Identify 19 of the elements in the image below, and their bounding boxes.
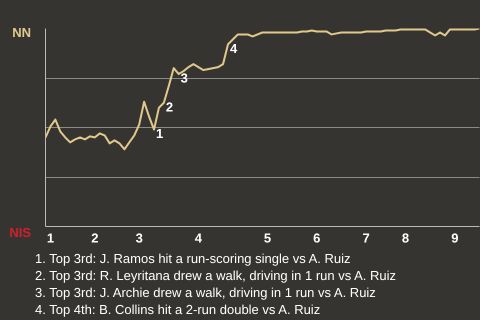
x-tick-label: 6 (313, 230, 320, 246)
x-tick-label: 3 (136, 230, 143, 246)
x-tick-label: 1 (46, 230, 54, 246)
text: 3. Top 3rd: J. Archie drew a walk, driving in 1 run vs A. Ruiz (35, 284, 377, 301)
x-tick-label: 8 (402, 230, 410, 246)
x-tick-label: 5 (264, 230, 272, 246)
annotation: 3 (180, 70, 188, 86)
annotation: 1 (156, 126, 164, 141)
text: NIS (9, 225, 31, 241)
x-tick-label: 7 (362, 230, 370, 246)
annotation: 2 (166, 99, 174, 114)
annotation: 4 (230, 40, 238, 56)
text: 1. Top 3rd: J. Ramos hit a run-scoring single vs A. Ruiz (35, 250, 352, 267)
text: 4. Top 4th: B. Collins hit a 2-run double vs A. Ruiz (35, 301, 322, 318)
x-tick-label: 4 (194, 230, 203, 246)
x-tick-label: 2 (91, 230, 98, 246)
text: NN (12, 25, 31, 41)
x-tick-label: 9 (451, 230, 458, 246)
text: 2. Top 3rd: R. Leyritana drew a walk, driving in 1 run vs A. Ruiz (35, 267, 396, 284)
